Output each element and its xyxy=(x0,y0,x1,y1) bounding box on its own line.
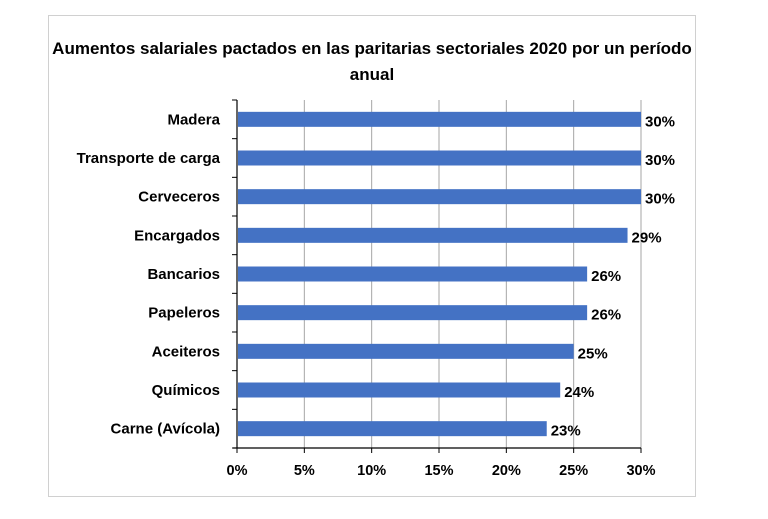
x-tick-label: 15% xyxy=(424,463,453,479)
chart-title: Aumentos salariales pactados en las pari… xyxy=(52,39,692,84)
bar xyxy=(238,227,628,243)
category-label: Cerveceros xyxy=(138,189,220,206)
x-tick-label: 20% xyxy=(492,463,521,479)
bar xyxy=(238,111,641,127)
bar xyxy=(238,189,641,205)
category-label: Transporte de carga xyxy=(77,150,221,167)
data-label: 30% xyxy=(645,113,675,130)
category-label: Carne (Avícola) xyxy=(111,421,220,438)
category-label: Aceiteros xyxy=(152,343,220,360)
category-label: Encargados xyxy=(134,227,220,244)
bar xyxy=(238,150,641,166)
category-label: Bancarios xyxy=(147,266,220,283)
x-tick-label: 10% xyxy=(357,463,386,479)
data-label: 24% xyxy=(564,384,594,401)
x-tick-label: 30% xyxy=(626,463,655,479)
x-tick-label: 0% xyxy=(227,463,248,479)
data-label: 25% xyxy=(578,345,608,362)
bar xyxy=(238,382,561,398)
category-label: Papeleros xyxy=(148,305,220,322)
bar xyxy=(238,266,588,282)
x-tick-label: 25% xyxy=(559,463,588,479)
data-label: 26% xyxy=(591,307,621,324)
data-label: 29% xyxy=(632,229,662,246)
category-label: Madera xyxy=(167,111,220,128)
x-tick-label: 5% xyxy=(294,463,315,479)
bar xyxy=(238,305,588,321)
data-label: 30% xyxy=(645,191,675,208)
data-label: 23% xyxy=(551,423,581,440)
bar xyxy=(238,421,547,437)
data-label: 30% xyxy=(645,152,675,169)
bar xyxy=(238,343,574,359)
chart-frame xyxy=(48,15,696,497)
data-label: 26% xyxy=(591,268,621,285)
category-label: Químicos xyxy=(152,382,220,399)
